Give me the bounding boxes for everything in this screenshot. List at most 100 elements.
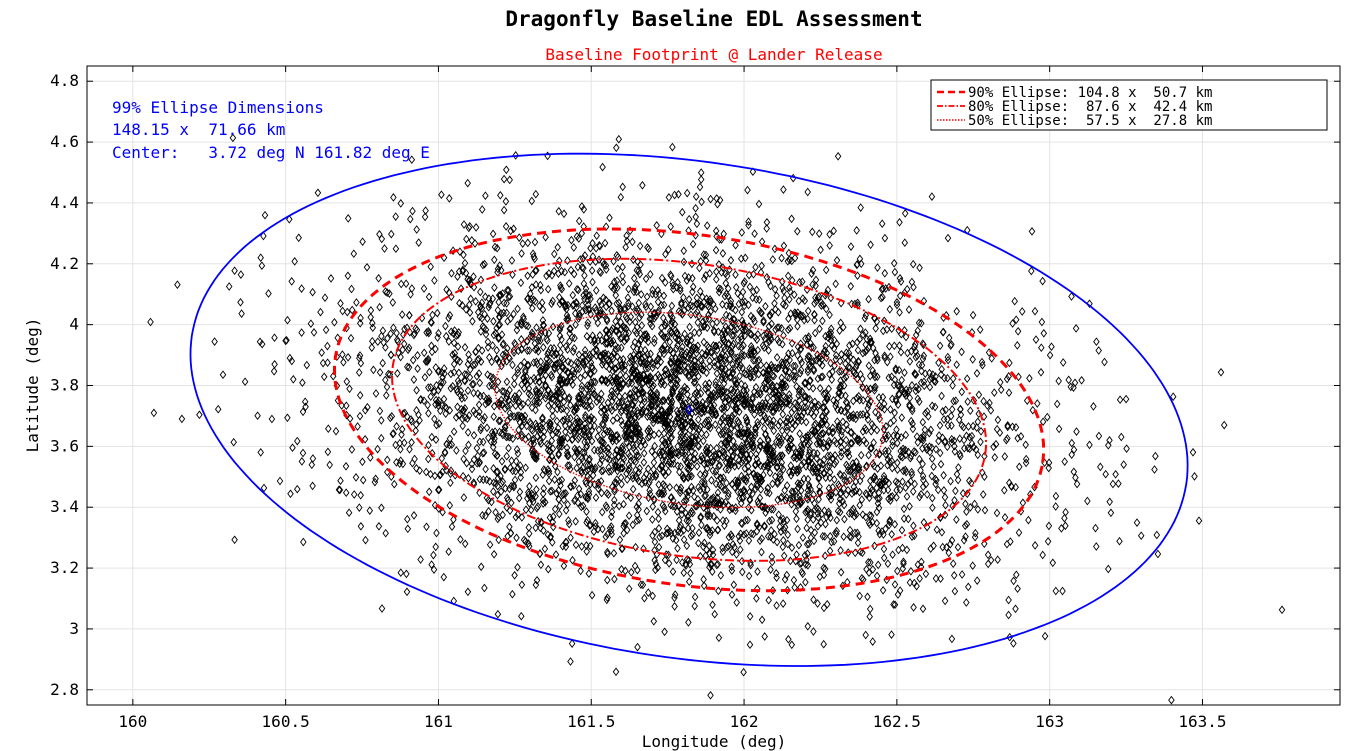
data-point	[747, 405, 755, 414]
data-point	[623, 437, 630, 447]
data-point	[824, 462, 831, 471]
data-point	[714, 525, 721, 535]
data-point	[843, 476, 851, 486]
data-point	[857, 410, 864, 420]
data-point	[486, 381, 493, 391]
data-point	[814, 504, 822, 514]
data-point	[547, 423, 555, 433]
data-point	[584, 381, 591, 390]
data-point	[738, 444, 745, 454]
data-point	[392, 212, 399, 221]
data-point	[821, 551, 829, 561]
data-point	[448, 522, 456, 532]
data-point	[685, 372, 693, 382]
data-point	[1070, 445, 1078, 455]
data-point	[564, 367, 572, 377]
data-point	[612, 290, 620, 300]
data-point	[532, 189, 540, 199]
data-point	[970, 442, 977, 452]
data-point	[645, 424, 653, 434]
data-point	[660, 486, 667, 496]
data-point	[799, 311, 807, 321]
data-point	[238, 309, 245, 318]
data-point	[575, 398, 582, 408]
data-point	[685, 273, 692, 282]
data-point	[703, 300, 711, 310]
data-point	[583, 541, 590, 550]
data-point	[835, 367, 843, 376]
data-point	[766, 330, 773, 340]
data-point	[675, 359, 682, 368]
data-point	[757, 268, 765, 277]
data-point	[750, 469, 758, 479]
data-point	[678, 354, 686, 364]
data-point	[738, 228, 746, 237]
data-point	[754, 356, 762, 366]
data-point	[601, 413, 609, 422]
data-point	[907, 453, 914, 463]
data-point	[1022, 440, 1029, 450]
data-point	[579, 357, 587, 367]
data-point	[295, 233, 302, 243]
data-point	[730, 580, 738, 590]
data-point	[1102, 469, 1109, 479]
data-point	[727, 429, 734, 439]
data-point	[563, 406, 571, 416]
data-point	[900, 559, 907, 569]
data-point	[963, 374, 971, 384]
data-point	[810, 364, 817, 374]
data-point	[877, 293, 885, 303]
data-point	[516, 487, 524, 497]
data-point	[758, 502, 765, 511]
data-point	[478, 346, 486, 355]
data-point	[618, 448, 626, 458]
data-point	[579, 359, 587, 368]
data-point	[728, 423, 735, 433]
data-point	[482, 325, 490, 335]
data-point	[470, 388, 477, 398]
data-point	[758, 308, 765, 318]
data-point	[719, 387, 726, 397]
data-point	[975, 390, 983, 400]
data-point	[457, 535, 464, 544]
data-point	[687, 568, 694, 578]
data-point	[754, 417, 761, 427]
data-point	[735, 299, 743, 309]
data-point	[882, 524, 889, 534]
data-point	[910, 447, 918, 456]
data-point	[1059, 358, 1067, 367]
data-point	[632, 542, 639, 552]
data-point	[944, 352, 952, 362]
data-point	[393, 422, 400, 431]
data-point	[919, 444, 926, 453]
data-point	[672, 379, 680, 389]
data-point	[681, 361, 689, 370]
data-point	[695, 415, 702, 424]
data-point	[710, 326, 718, 335]
data-point	[477, 562, 485, 572]
data-point	[867, 483, 874, 493]
data-point	[335, 485, 343, 495]
data-point	[566, 324, 574, 334]
data-point	[1011, 296, 1018, 306]
data-point	[695, 528, 703, 538]
data-point	[829, 427, 837, 437]
data-point	[375, 273, 382, 283]
data-point	[904, 479, 912, 489]
data-point	[1041, 631, 1049, 641]
data-point	[801, 378, 808, 388]
data-point	[485, 495, 492, 505]
data-point	[788, 256, 796, 266]
data-point	[357, 358, 365, 368]
data-point	[773, 462, 781, 472]
data-point	[872, 348, 879, 358]
data-point	[665, 467, 672, 477]
data-point	[740, 341, 747, 350]
data-point	[950, 436, 958, 446]
data-point	[552, 427, 560, 437]
data-point	[637, 336, 644, 346]
data-point	[369, 336, 376, 346]
data-point	[548, 358, 555, 368]
data-point	[815, 229, 823, 238]
data-point	[884, 485, 892, 495]
